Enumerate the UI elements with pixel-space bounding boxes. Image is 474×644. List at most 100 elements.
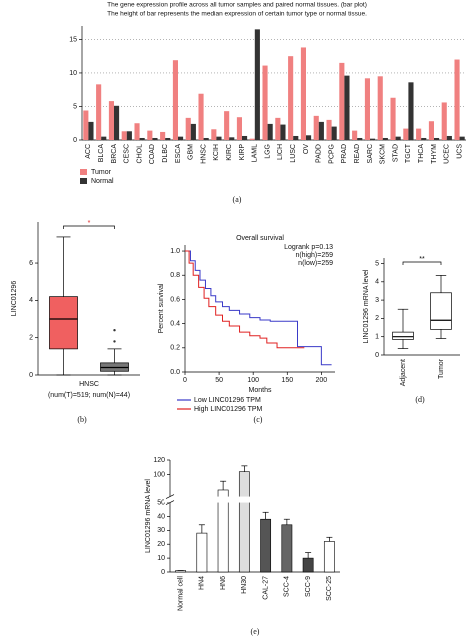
- y-tick-label: 5: [73, 103, 77, 110]
- x-tick-label: COAD: [149, 144, 156, 164]
- x-tick-label: TGCT: [405, 143, 412, 163]
- x-tick-label: KIRP: [239, 144, 246, 161]
- annotation: n(high)=259: [295, 252, 333, 259]
- significance-bracket: [402, 261, 442, 265]
- bar: [96, 84, 102, 140]
- bar: [165, 137, 171, 140]
- bar: [403, 128, 409, 140]
- legend-label: Normal: [91, 178, 114, 185]
- bar: [267, 123, 273, 140]
- bar: [293, 135, 299, 140]
- bar: [190, 123, 196, 140]
- x-tick-label: DLBC: [162, 144, 169, 163]
- bar: [395, 136, 401, 140]
- x-tick-label: SCC-25: [326, 576, 333, 601]
- bar: [108, 101, 114, 140]
- x-tick-label: HNSC: [79, 381, 99, 388]
- bar: [454, 59, 460, 140]
- x-tick-label: LGG: [264, 144, 271, 159]
- x-tick-label: STAD: [392, 144, 399, 162]
- x-tick-label: 100: [247, 377, 259, 384]
- bar: [281, 524, 293, 573]
- y-tick-label: 0: [73, 137, 77, 144]
- y-tick-label: 0.8: [170, 272, 180, 279]
- bar: [300, 47, 306, 140]
- box: [430, 292, 452, 330]
- bar: [288, 56, 294, 141]
- x-tick-label: LAML: [252, 144, 259, 162]
- x-tick-label: 200: [316, 377, 328, 384]
- y-tick-label: 0.2: [170, 345, 180, 352]
- y-tick-label: 6: [29, 260, 33, 267]
- survival-curve: [185, 250, 305, 349]
- outlier: [113, 340, 116, 343]
- y-tick-label: 2: [375, 315, 379, 322]
- bar: [139, 137, 145, 140]
- legend-label: High LINC01296 TPM: [194, 406, 263, 413]
- bar: [160, 131, 166, 140]
- outlier: [113, 329, 116, 332]
- bar: [238, 471, 250, 573]
- x-tick-label: ACC: [85, 144, 92, 159]
- bar: [382, 137, 388, 140]
- x-tick-label: THCA: [418, 144, 425, 163]
- bar: [416, 128, 422, 140]
- panel-caption: (d): [415, 395, 425, 404]
- bar: [326, 119, 332, 140]
- significance-mark: **: [419, 256, 425, 263]
- box: [392, 331, 414, 340]
- y-axis-label: Percent survival: [158, 283, 165, 333]
- bar: [198, 93, 204, 140]
- bar: [229, 137, 235, 140]
- panel-caption: (a): [233, 195, 242, 204]
- x-tick-label: ESCA: [175, 144, 182, 163]
- x-tick-label: THYM: [431, 144, 438, 164]
- y-tick-label: 10: [157, 555, 165, 562]
- bar: [216, 136, 222, 140]
- x-tick-label: Normal cell: [177, 576, 184, 611]
- box: [49, 296, 78, 350]
- significance-bracket: [63, 225, 115, 229]
- y-tick-label: 0.4: [170, 320, 180, 327]
- x-tick-label: HN6: [220, 576, 227, 590]
- bar: [280, 124, 286, 140]
- bar: [249, 138, 255, 140]
- bar: [262, 65, 268, 140]
- x-tick-label: HN30: [241, 576, 248, 594]
- x-tick-label: UCEC: [444, 144, 451, 164]
- bar: [390, 97, 396, 140]
- legend-swatch: [80, 178, 87, 184]
- x-tick-label: 0: [183, 377, 187, 384]
- x-tick-label: BLCA: [98, 144, 105, 163]
- y-tick-label: 2: [29, 335, 33, 342]
- bar: [377, 76, 383, 140]
- x-tick-label: 150: [281, 377, 293, 384]
- bar: [147, 130, 153, 140]
- survival-curve: [185, 250, 332, 366]
- break-mark: [165, 494, 175, 499]
- bar: [83, 110, 89, 140]
- x-tick-label: KIRC: [226, 144, 233, 161]
- x-tick-label: BRCA: [111, 144, 118, 164]
- x-tick-label: SCC-4: [284, 576, 291, 597]
- bar: [357, 137, 363, 140]
- x-tick-label: HNSC: [200, 144, 207, 164]
- bar: [302, 557, 314, 573]
- x-tick-label: Adjacent: [400, 359, 407, 386]
- legend-label: Tumor: [91, 169, 112, 176]
- y-tick-label: 20: [157, 541, 165, 548]
- y-tick-label: 0.0: [170, 369, 180, 376]
- bar: [459, 136, 465, 140]
- bar: [178, 136, 184, 140]
- x-tick-label: PRAD: [341, 144, 348, 163]
- legend-label: Low LINC01296 TPM: [194, 397, 261, 404]
- x-sublabel: (num(T)=519; num(N)=44): [48, 392, 130, 399]
- bar: [126, 131, 132, 140]
- x-tick-label: OV: [303, 144, 310, 154]
- x-tick-label: KCIH: [213, 144, 220, 161]
- bar: [323, 541, 335, 573]
- x-tick-label: PADD: [316, 144, 323, 163]
- y-tick-label: 100: [153, 471, 165, 478]
- bar: [101, 136, 107, 140]
- bar: [408, 82, 414, 140]
